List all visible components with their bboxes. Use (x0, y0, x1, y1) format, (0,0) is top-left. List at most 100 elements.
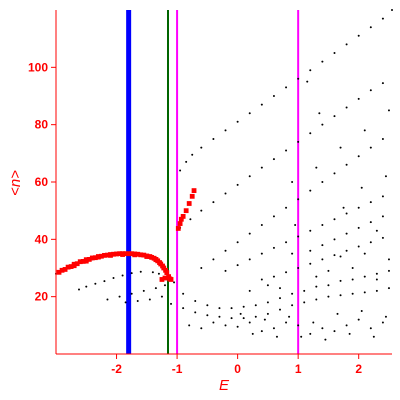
y-axis: 20 40 60 80 100 (28, 10, 57, 354)
data-point (369, 221, 372, 224)
data-point (120, 252, 125, 257)
data-point (381, 17, 384, 20)
y-tick-label: 100 (28, 60, 48, 74)
data-point (178, 216, 184, 222)
data-point (200, 267, 203, 269)
data-point (321, 224, 324, 226)
data-point (345, 324, 348, 327)
data-point (163, 284, 166, 287)
data-point (291, 181, 294, 183)
data-point (372, 335, 375, 338)
data-point (279, 287, 281, 290)
data-point (266, 312, 269, 315)
data-point (191, 153, 194, 156)
x-axis-ticks: -2 -1 0 1 2 (111, 354, 362, 376)
x-axis: -2 -1 0 1 2 (56, 353, 392, 376)
data-point (272, 246, 275, 249)
data-point (260, 103, 263, 106)
data-point (78, 288, 81, 291)
data-point (68, 264, 74, 269)
data-point (236, 241, 239, 244)
data-point (149, 254, 155, 260)
data-point (139, 270, 142, 273)
data-point (387, 109, 390, 112)
data-point (230, 317, 233, 320)
data-point (114, 251, 119, 257)
data-point (336, 312, 339, 315)
data-point (218, 307, 221, 310)
data-point (285, 149, 288, 152)
data-point (160, 295, 163, 298)
data-point (339, 255, 342, 258)
data-point (306, 80, 309, 83)
data-point (357, 34, 360, 37)
data-point (345, 163, 348, 166)
data-point (381, 195, 384, 198)
data-point (309, 332, 312, 335)
data-point (74, 261, 80, 267)
data-point (123, 251, 129, 257)
data-point (369, 146, 372, 149)
data-point (242, 317, 245, 320)
data-point (173, 281, 176, 284)
data-point (132, 252, 138, 258)
data-point (236, 183, 239, 186)
data-point (65, 264, 71, 270)
data-point (339, 279, 342, 282)
data-point (309, 229, 312, 232)
data-point (136, 299, 139, 302)
data-point (275, 335, 278, 338)
data-point (99, 253, 104, 259)
data-point (291, 292, 294, 295)
data-point (182, 292, 185, 295)
data-point (294, 224, 297, 226)
data-point (363, 252, 366, 255)
data-point (218, 315, 221, 318)
data-point (357, 97, 360, 100)
data-point (315, 275, 318, 278)
data-point (375, 278, 378, 281)
data-point (285, 206, 288, 209)
data-point (111, 251, 116, 257)
x-tick-label: 2 (355, 362, 362, 376)
data-point (309, 69, 312, 72)
data-point (357, 206, 360, 209)
data-point (180, 214, 186, 219)
x-tick-label: 0 (234, 362, 241, 376)
data-point (224, 129, 227, 132)
data-point (194, 299, 197, 302)
data-point (297, 324, 300, 327)
data-point (321, 244, 324, 247)
data-point (236, 325, 239, 328)
data-point (236, 120, 239, 123)
data-point (369, 89, 372, 92)
data-point (333, 172, 336, 175)
data-point (260, 252, 263, 255)
data-point (387, 269, 390, 272)
data-point (80, 259, 86, 264)
data-point (266, 284, 269, 287)
data-point (186, 201, 192, 206)
data-point (112, 277, 115, 280)
y-axis-ticks: 20 40 60 80 100 (28, 60, 56, 304)
data-point (135, 251, 141, 257)
data-point (297, 77, 300, 80)
data-point (303, 289, 306, 292)
data-point (102, 252, 107, 258)
data-point (71, 263, 77, 269)
data-point (309, 262, 312, 265)
data-point (348, 332, 351, 335)
x-tick-label: -1 (172, 362, 183, 376)
data-point (391, 9, 393, 11)
data-point (297, 267, 300, 269)
data-point (224, 324, 227, 327)
data-point (154, 287, 157, 290)
data-point (263, 318, 266, 321)
data-point (175, 226, 181, 231)
data-point (103, 280, 106, 283)
data-point (94, 282, 97, 285)
data-point (312, 321, 315, 324)
data-point (345, 212, 348, 215)
data-point (168, 277, 174, 282)
